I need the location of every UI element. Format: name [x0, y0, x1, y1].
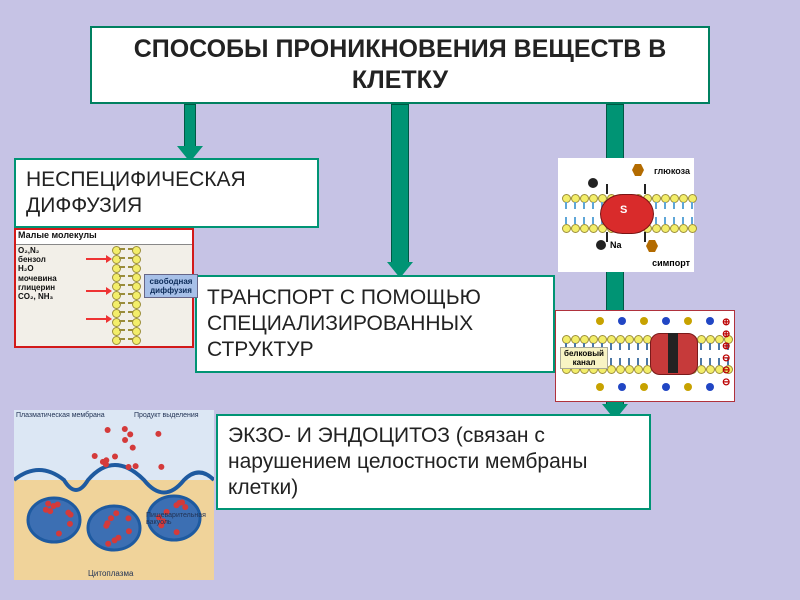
illus-endo-exocytosis: Плазматическая мембранаПродукт выделения… [14, 410, 214, 580]
illus2-symport-label: симпорт [652, 258, 690, 268]
title-text: СПОСОБЫ ПРОНИКНОВЕНИЯ ВЕЩЕСТВ В КЛЕТКУ [102, 34, 698, 97]
illus-protein-channel: ⊕⊕⊕⊖⊖⊖белковый канал [555, 310, 735, 402]
illus-free-diffusion: Малые молекулыO₂,N₂бензолH₂Oмочевинаглиц… [14, 228, 194, 348]
method-box-2: ТРАНСПОРТ С ПОМОЩЬЮ СПЕЦИАЛИЗИРОВАННЫХ С… [195, 275, 555, 373]
method-box-1-text: НЕСПЕЦИФИЧЕСКАЯ ДИФФУЗИЯ [26, 167, 307, 220]
arrow2 [385, 104, 415, 278]
illus1-caption: свободная диффузия [144, 274, 198, 298]
illus1-molecules: O₂,N₂бензолH₂OмочевинаглицеринCO₂, NH₃ [18, 246, 57, 301]
illus-symport: SглюкозаNaсимпорт [558, 158, 694, 272]
method-box-2-text: ТРАНСПОРТ С ПОМОЩЬЮ СПЕЦИАЛИЗИРОВАННЫХ С… [207, 285, 543, 364]
stage: СПОСОБЫ ПРОНИКНОВЕНИЯ ВЕЩЕСТВ В КЛЕТКУ НЕ… [0, 0, 800, 600]
method-box-3-text: ЭКЗО- И ЭНДОЦИТОЗ (связан с нарушением ц… [228, 423, 639, 502]
method-box-1: НЕСПЕЦИФИЧЕСКАЯ ДИФФУЗИЯ [14, 158, 319, 228]
illus2-glucose-label: глюкоза [654, 166, 690, 176]
illus3-caption: белковый канал [560, 347, 608, 369]
arrow1 [175, 104, 205, 162]
illus1-header: Малые молекулы [16, 230, 192, 245]
title-box: СПОСОБЫ ПРОНИКНОВЕНИЯ ВЕЩЕСТВ В КЛЕТКУ [90, 26, 710, 104]
method-box-3: ЭКЗО- И ЭНДОЦИТОЗ (связан с нарушением ц… [216, 414, 651, 510]
